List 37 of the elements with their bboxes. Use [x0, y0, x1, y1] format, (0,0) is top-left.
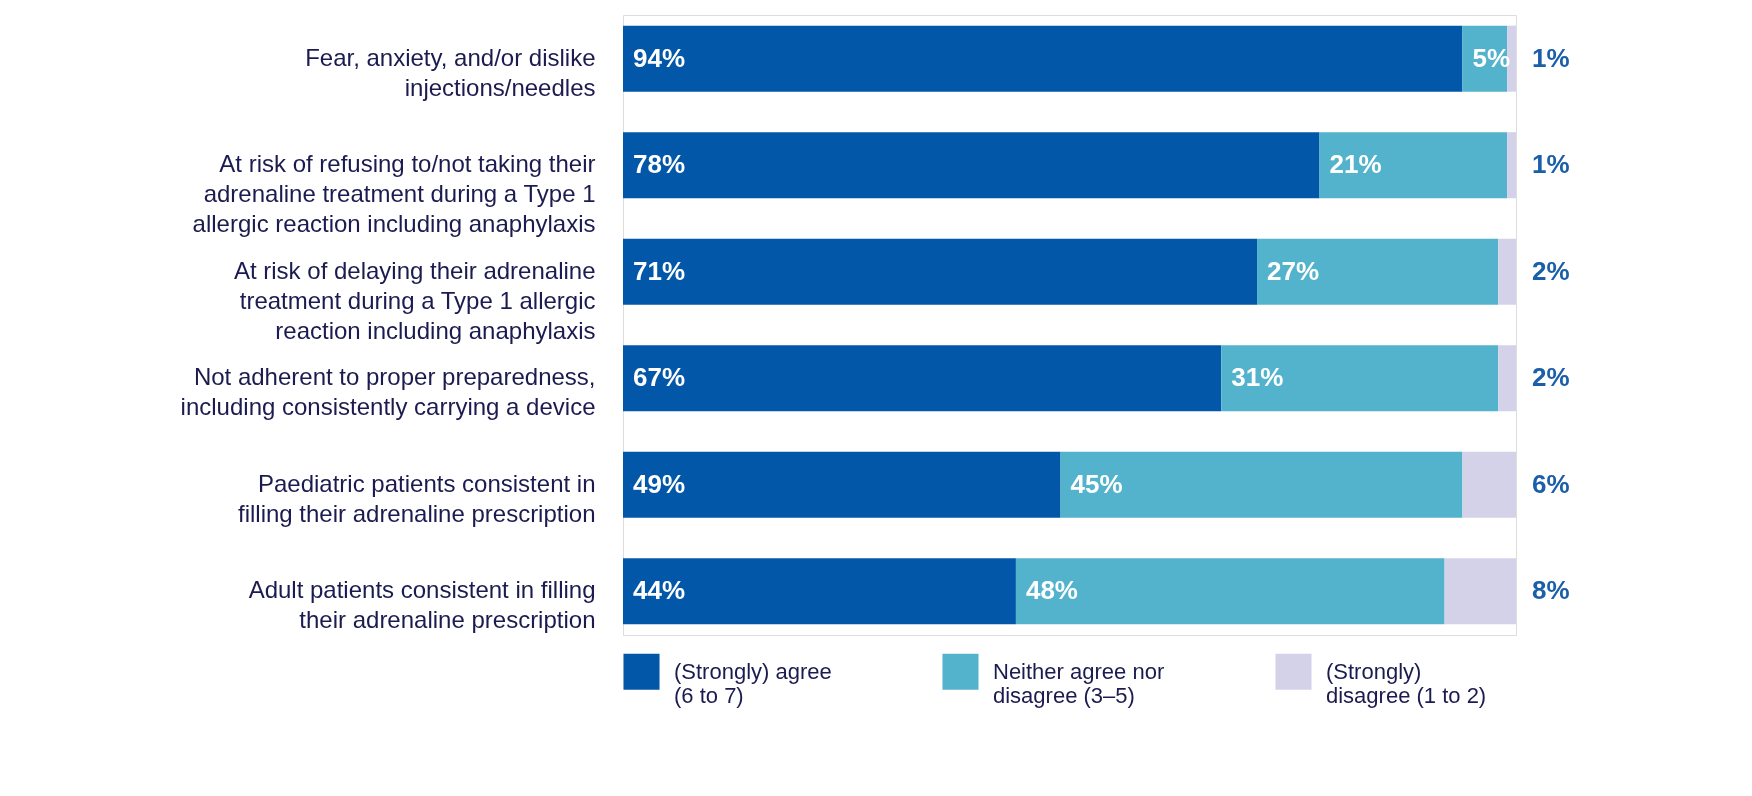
data-label: 2%: [1532, 255, 1570, 286]
bar: [1060, 451, 1463, 518]
bar: [623, 345, 1222, 412]
legend-label: Neither agree nor disagree (3–5): [993, 658, 1165, 708]
bar: [623, 451, 1061, 518]
data-label: 67%: [633, 362, 686, 393]
y-tick-label: At risk of refusing to/not taking their adrenaline treatment during a Type 1 allergic reaction including anaphylaxis: [192, 150, 596, 238]
data-label: 71%: [633, 255, 686, 286]
data-label: 31%: [1231, 362, 1284, 393]
data-label: 8%: [1532, 575, 1570, 606]
data-label: 6%: [1532, 468, 1570, 499]
data-label: 2%: [1532, 362, 1570, 393]
bar: [1257, 238, 1499, 305]
legend-label: (Strongly) agree (6 to 7): [674, 658, 832, 708]
data-label: 48%: [1025, 575, 1078, 606]
data-label: 21%: [1329, 149, 1382, 180]
bar: [623, 25, 1463, 92]
data-label: 44%: [633, 575, 686, 606]
data-label: 1%: [1532, 42, 1570, 73]
y-tick-label: Not adherent to proper preparedness, including consistently carrying a device: [180, 363, 596, 421]
y-tick-label: Fear, anxiety, and/or dislike injections/needles: [305, 43, 596, 101]
y-tick-label: Adult patients consistent in filling their adrenaline prescription: [248, 576, 596, 634]
data-label: 49%: [633, 468, 686, 499]
bar: [1015, 558, 1445, 625]
y-tick-label: Paediatric patients consistent in filling their adrenaline prescription: [237, 469, 596, 527]
legend-label: (Strongly) disagree (1 to 2): [1326, 658, 1487, 708]
bar: [1319, 132, 1508, 199]
data-label: 45%: [1070, 468, 1123, 499]
bar: [623, 238, 1258, 305]
bar: [1221, 345, 1499, 412]
data-label: 94%: [633, 42, 686, 73]
y-tick-label: At risk of delaying their adrenaline treatment during a Type 1 allergic reaction including anaphylaxis: [233, 256, 596, 344]
data-label: 78%: [633, 149, 686, 180]
data-label: 27%: [1267, 255, 1320, 286]
data-label: 1%: [1532, 149, 1570, 180]
bar: [623, 558, 1016, 625]
bar: [623, 132, 1320, 199]
